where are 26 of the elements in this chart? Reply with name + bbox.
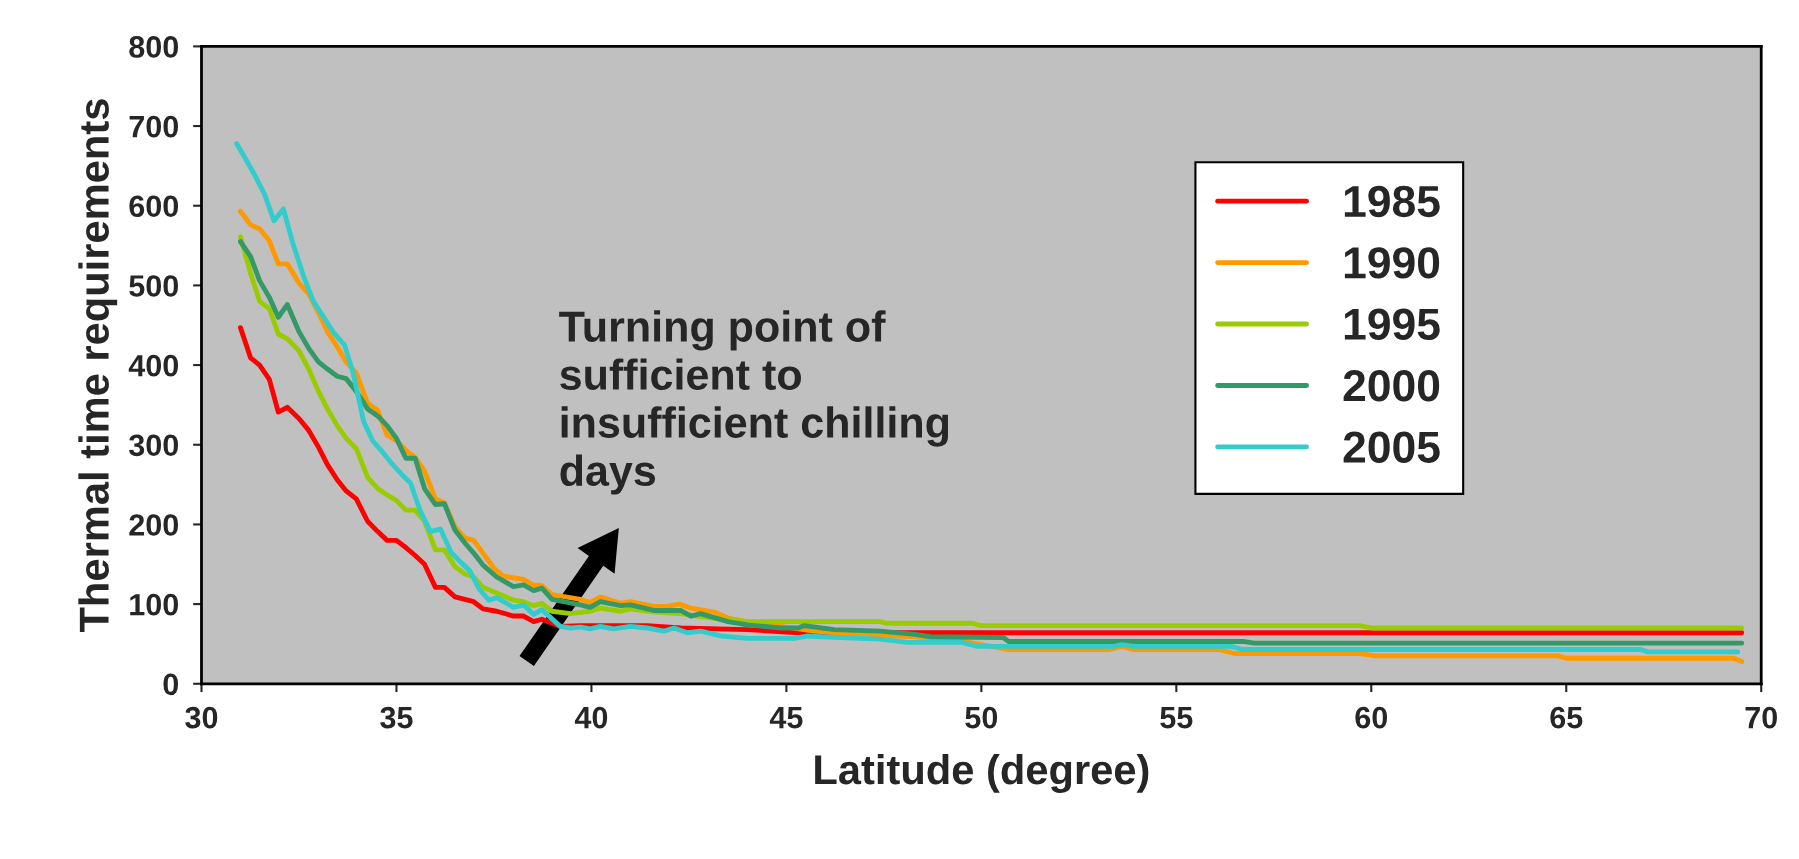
y-tick-label: 100 (130, 593, 179, 616)
y-tick-label: 800 (129, 36, 179, 58)
x-tick-label: 70 (1745, 706, 1777, 729)
x-axis-title: Latitude (degree) (815, 753, 1149, 793)
y-tick-label: 0 (163, 673, 179, 696)
x-tick-label: 35 (380, 706, 413, 729)
y-tick-label: 700 (129, 115, 179, 138)
y-tick-label: 600 (129, 195, 179, 218)
legend-label: 2000 (1343, 369, 1440, 402)
x-tick-label: 40 (574, 706, 608, 729)
x-tick-label: 60 (1355, 706, 1388, 729)
annotation: Turning point of sufficient to insufficient chilling days (559, 310, 949, 495)
legend-label: 1995 (1344, 308, 1440, 341)
y-tick-label: 300 (128, 434, 179, 457)
x-tick-label: 30 (185, 706, 218, 729)
legend-label: 1990 (1344, 247, 1440, 279)
y-axis-title: Thermal time requirements (78, 99, 118, 633)
legend-label: 2005 (1343, 431, 1440, 463)
x-tick-label: 45 (769, 707, 803, 729)
x-tick-label: 55 (1160, 707, 1193, 729)
x-tick-label: 65 (1550, 706, 1583, 729)
y-tick-label: 200 (129, 514, 179, 536)
y-tick-label: 400 (128, 354, 179, 377)
y-tick-label: 500 (129, 275, 179, 297)
x-tick-label: 50 (965, 706, 998, 729)
legend-label: 1985 (1344, 185, 1440, 218)
